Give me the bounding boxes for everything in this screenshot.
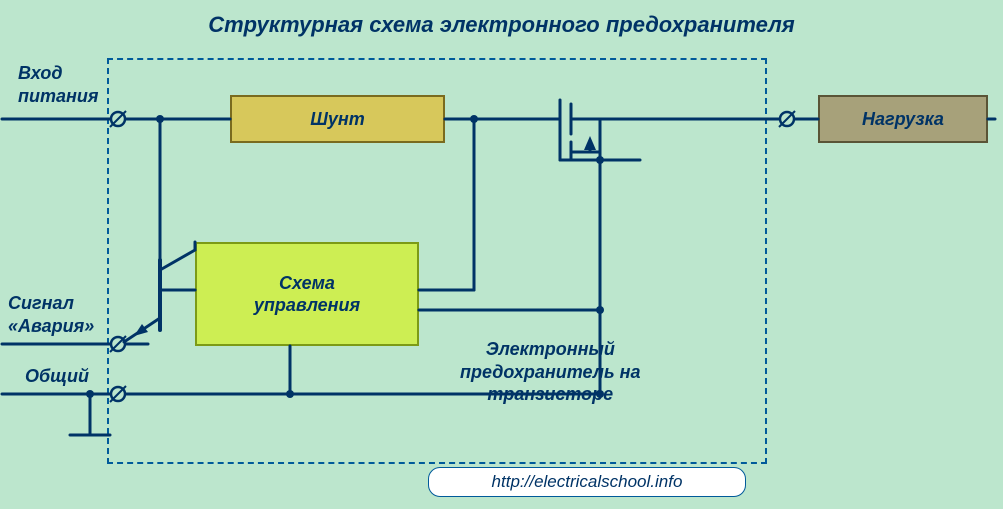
block-control: Схемауправления	[195, 242, 419, 346]
block-shunt: Шунт	[230, 95, 445, 143]
block-load: Нагрузка	[818, 95, 988, 143]
source-url: http://electricalschool.info	[428, 467, 746, 497]
label-power-input: Входпитания	[18, 62, 98, 107]
diagram-canvas: Структурная схема электронного предохран…	[0, 0, 1003, 509]
label-alarm-signal: Сигнал«Авария»	[8, 292, 94, 337]
label-common: Общий	[25, 365, 89, 388]
diagram-title: Структурная схема электронного предохран…	[0, 12, 1003, 38]
label-caption: Электронныйпредохранитель натранзисторе	[460, 338, 641, 406]
